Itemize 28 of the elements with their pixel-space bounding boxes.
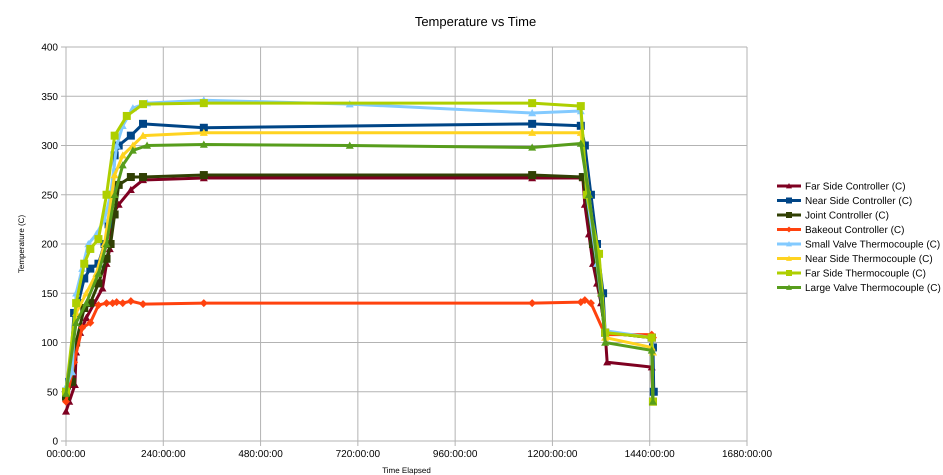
- legend-label: Bakeout Controller (C): [805, 225, 904, 236]
- y-tick-label: 350: [41, 92, 58, 103]
- legend-label: Large Valve Thermocouple (C): [805, 283, 941, 294]
- x-tick-label: 720:00:00: [336, 449, 381, 460]
- legend-label: Small Valve Thermocouple (C): [805, 240, 940, 250]
- x-tick-label: 00:00:00: [46, 449, 86, 460]
- x-tick-label: 240:00:00: [141, 449, 186, 460]
- x-tick-label: 1440:00:00: [624, 449, 676, 460]
- legend-label: Near Side Controller (C): [805, 196, 912, 207]
- y-tick-label: 100: [41, 338, 58, 349]
- x-tick-label: 1200:00:00: [527, 449, 578, 460]
- legend-label: Joint Controller (C): [805, 210, 889, 222]
- chart-title: Temperature vs Time: [414, 14, 536, 29]
- x-tick-label: 960:00:00: [432, 449, 478, 460]
- x-tick-label: 480:00:00: [238, 449, 284, 460]
- y-axis-title: Temperature (C): [17, 214, 26, 274]
- y-tick-label: 400: [41, 42, 58, 54]
- y-tick-label: 0: [52, 436, 58, 448]
- legend-label: Near Side Thermocouple (C): [805, 254, 933, 265]
- legend-label: Far Side Controller (C): [805, 182, 906, 192]
- y-tick-label: 250: [41, 190, 58, 202]
- x-tick-label: 1680:00:00: [722, 449, 772, 460]
- y-tick-label: 200: [41, 240, 58, 250]
- y-tick-label: 150: [41, 288, 58, 300]
- legend-label: Far Side Thermocouple (C): [805, 268, 926, 280]
- y-tick-label: 50: [46, 387, 58, 398]
- y-tick-label: 300: [41, 141, 58, 152]
- x-axis-title: Time Elapsed: [382, 466, 431, 475]
